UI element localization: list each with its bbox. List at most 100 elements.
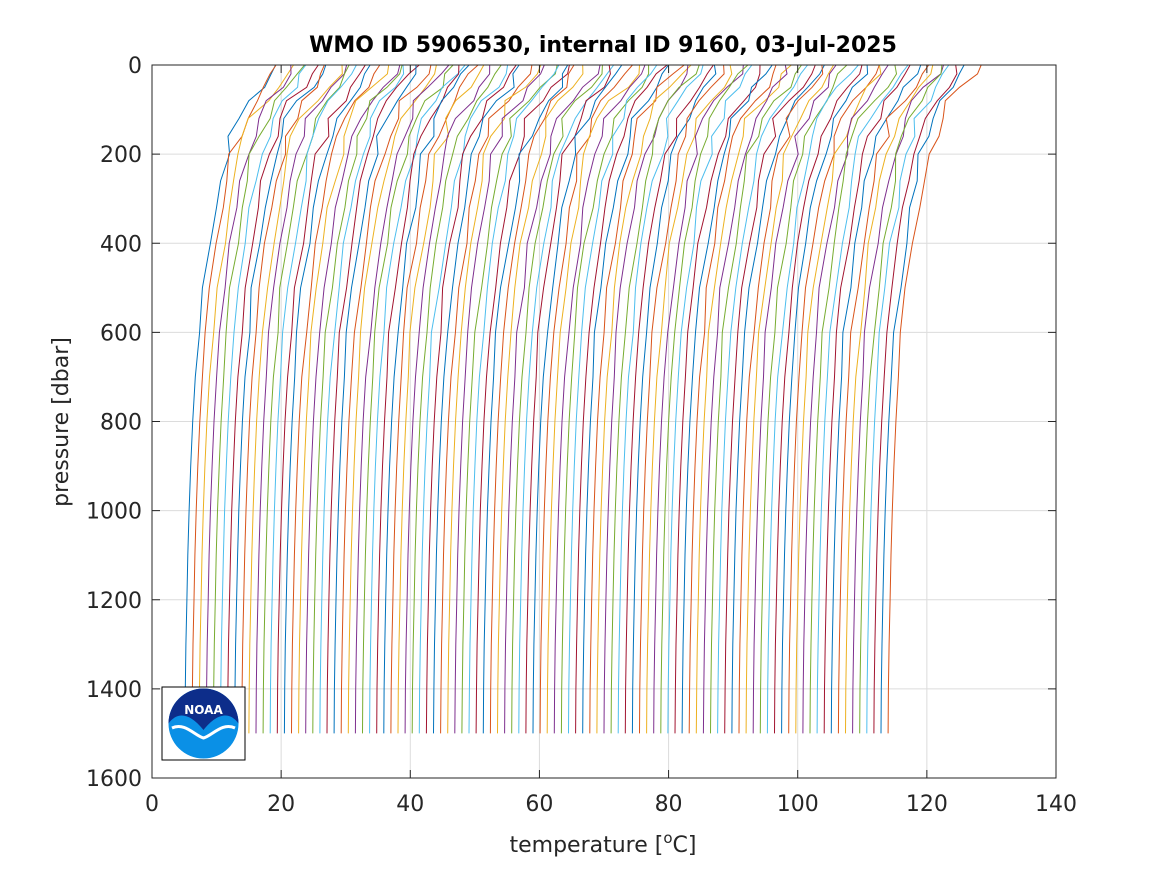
- y-tick-labels: 0 200 400 600 800 1000 1200 1400 1600: [86, 54, 1056, 792]
- profile-line: [866, 64, 950, 734]
- profile-line: [582, 64, 669, 734]
- x-tick-label: 0: [145, 792, 159, 817]
- profile-line: [255, 64, 348, 734]
- profile-line: [837, 64, 930, 734]
- profile-line: [802, 64, 889, 734]
- profile-line: [397, 64, 485, 734]
- profile-line: [745, 64, 835, 734]
- profile-line: [468, 64, 560, 734]
- profile-line: [269, 64, 357, 734]
- profile-line: [354, 64, 450, 734]
- profile-line: [198, 64, 294, 734]
- x-tick-label: 20: [267, 792, 295, 817]
- profile-line: [738, 64, 824, 734]
- profile-line: [418, 64, 509, 734]
- noaa-logo-text: NOAA: [184, 703, 223, 717]
- profile-line: [781, 64, 869, 734]
- profile-line: [319, 64, 405, 734]
- profile-line: [411, 64, 502, 734]
- y-gridlines: [152, 153, 1056, 690]
- temperature-profiles: [184, 64, 982, 734]
- profile-line: [596, 64, 692, 734]
- profile-line: [539, 64, 633, 734]
- profile-line: [497, 64, 584, 734]
- profile-line: [511, 64, 603, 734]
- y-tick-label: 600: [100, 321, 142, 346]
- profile-line: [887, 64, 982, 734]
- profile-line: [283, 64, 371, 734]
- profile-line: [589, 64, 685, 734]
- profile-line: [752, 64, 837, 734]
- y-tick-label: 1200: [86, 589, 142, 614]
- x-axis-label-tail: C]: [673, 833, 697, 858]
- noaa-logo: NOAA: [161, 686, 246, 761]
- profile-line: [425, 64, 517, 734]
- profile-line: [617, 64, 704, 734]
- x-tick-label: 80: [655, 792, 683, 817]
- profile-line: [646, 64, 733, 734]
- profile-line: [461, 64, 558, 734]
- y-axis-label: pressure [dbar]: [49, 337, 74, 507]
- profile-line: [227, 64, 319, 734]
- profile-line: [383, 64, 470, 734]
- profile-line: [575, 64, 668, 734]
- profile-line: [816, 64, 909, 734]
- profile-line: [333, 64, 417, 734]
- profile-line: [440, 64, 533, 734]
- profile-line: [191, 64, 277, 734]
- x-axis-label-main: temperature [: [509, 833, 663, 858]
- profile-line: [660, 64, 749, 734]
- profile-line: [560, 65, 650, 734]
- y-tick-label: 800: [100, 411, 142, 436]
- profile-line: [212, 64, 305, 734]
- y-tick-label: 1400: [86, 678, 142, 703]
- profile-line: [532, 64, 623, 734]
- profile-line: [504, 64, 601, 734]
- profile-line: [859, 64, 943, 734]
- y-tick-label: 200: [100, 143, 142, 168]
- x-axis-label-sup: o: [663, 829, 672, 847]
- y-tick-label: 0: [128, 54, 142, 79]
- profile-line: [433, 64, 520, 734]
- profile-line: [873, 64, 958, 734]
- profile-line: [610, 64, 700, 734]
- profile-line: [795, 64, 882, 734]
- profile-line: [667, 64, 753, 734]
- profile-line: [376, 64, 460, 734]
- x-tick-label: 120: [906, 792, 948, 817]
- x-tick-label: 40: [396, 792, 424, 817]
- profile-line: [347, 64, 437, 734]
- profile-line: [404, 64, 491, 734]
- profile-line: [340, 64, 432, 734]
- profile-line: [525, 64, 611, 734]
- profile-line: [482, 64, 569, 734]
- profile-line: [624, 64, 714, 734]
- noaa-logo-bird-icon: [168, 688, 239, 730]
- profile-line: [788, 64, 880, 734]
- profile-line: [241, 64, 325, 734]
- profile-line: [631, 64, 717, 734]
- profile-line: [830, 64, 922, 734]
- profile-line: [184, 64, 277, 734]
- profile-line: [312, 64, 403, 734]
- profile-line: [809, 64, 898, 734]
- profile-line: [262, 64, 350, 734]
- profile-line: [774, 64, 863, 734]
- profile-line: [326, 64, 420, 734]
- y-tick-label: 1600: [86, 767, 142, 792]
- profile-line: [276, 64, 366, 734]
- profile-line: [489, 64, 575, 734]
- profile-line: [766, 64, 859, 734]
- profile-line: [639, 64, 725, 734]
- chart-title: WMO ID 5906530, internal ID 9160, 03-Jul…: [309, 33, 897, 58]
- profile-line: [880, 64, 965, 734]
- y-tick-label: 1000: [86, 500, 142, 525]
- profile-line: [688, 64, 777, 734]
- profile-line: [731, 64, 825, 734]
- profile-line: [852, 64, 944, 734]
- profile-line: [546, 64, 640, 734]
- profile-line: [475, 64, 570, 734]
- x-tick-label: 140: [1035, 792, 1077, 817]
- profile-line: [248, 64, 343, 734]
